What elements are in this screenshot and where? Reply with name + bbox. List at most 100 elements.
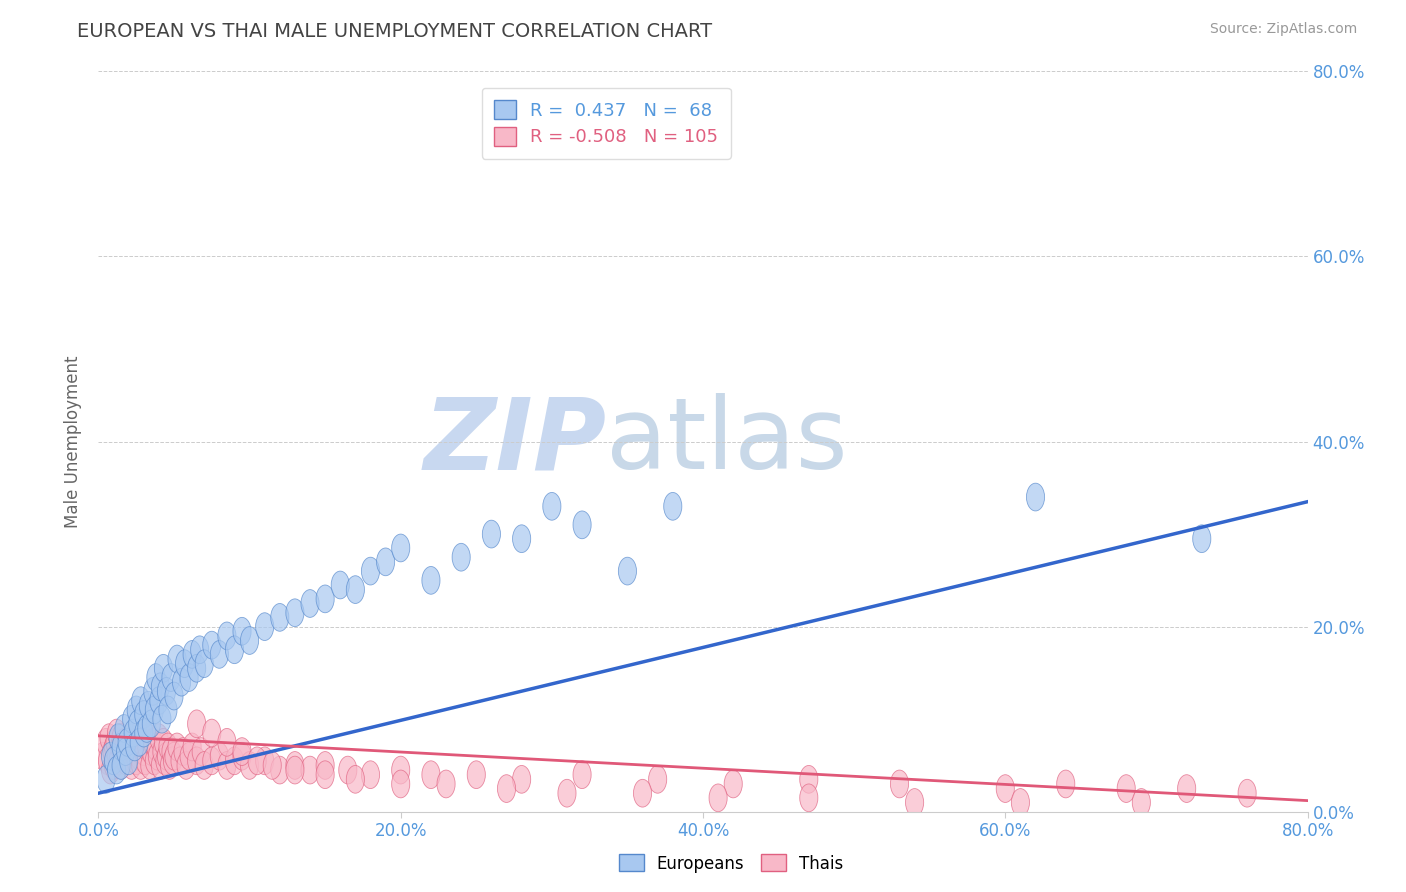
Ellipse shape — [125, 729, 143, 756]
Ellipse shape — [127, 696, 145, 723]
Ellipse shape — [152, 673, 170, 701]
Ellipse shape — [332, 571, 349, 599]
Ellipse shape — [233, 742, 252, 770]
Ellipse shape — [498, 774, 516, 803]
Ellipse shape — [118, 729, 136, 756]
Ellipse shape — [104, 747, 122, 774]
Ellipse shape — [167, 733, 186, 761]
Ellipse shape — [98, 747, 117, 774]
Ellipse shape — [271, 756, 288, 784]
Ellipse shape — [163, 747, 181, 774]
Ellipse shape — [195, 752, 214, 780]
Ellipse shape — [1026, 483, 1045, 511]
Ellipse shape — [619, 558, 637, 585]
Ellipse shape — [482, 520, 501, 548]
Ellipse shape — [174, 738, 193, 765]
Ellipse shape — [193, 738, 211, 765]
Legend: R =  0.437   N =  68, R = -0.508   N = 105: R = 0.437 N = 68, R = -0.508 N = 105 — [482, 87, 731, 159]
Ellipse shape — [104, 752, 122, 780]
Ellipse shape — [115, 714, 134, 742]
Ellipse shape — [890, 770, 908, 797]
Ellipse shape — [437, 770, 456, 797]
Ellipse shape — [240, 752, 259, 780]
Ellipse shape — [107, 756, 125, 784]
Ellipse shape — [256, 613, 274, 640]
Ellipse shape — [143, 678, 162, 706]
Ellipse shape — [162, 738, 180, 765]
Ellipse shape — [124, 738, 142, 765]
Ellipse shape — [101, 756, 120, 784]
Ellipse shape — [165, 742, 183, 770]
Text: ZIP: ZIP — [423, 393, 606, 490]
Ellipse shape — [218, 622, 236, 649]
Ellipse shape — [142, 710, 160, 738]
Ellipse shape — [285, 599, 304, 626]
Ellipse shape — [285, 756, 304, 784]
Ellipse shape — [339, 756, 357, 784]
Ellipse shape — [1239, 780, 1256, 807]
Ellipse shape — [135, 738, 153, 765]
Ellipse shape — [285, 752, 304, 780]
Ellipse shape — [361, 558, 380, 585]
Ellipse shape — [131, 742, 148, 770]
Ellipse shape — [346, 765, 364, 793]
Ellipse shape — [316, 761, 335, 789]
Ellipse shape — [558, 780, 576, 807]
Ellipse shape — [134, 729, 152, 756]
Legend: Europeans, Thais: Europeans, Thais — [612, 847, 851, 880]
Ellipse shape — [111, 733, 129, 761]
Ellipse shape — [574, 761, 591, 789]
Ellipse shape — [543, 492, 561, 520]
Ellipse shape — [1178, 774, 1195, 803]
Ellipse shape — [361, 761, 380, 789]
Ellipse shape — [271, 604, 288, 632]
Ellipse shape — [145, 747, 163, 774]
Ellipse shape — [94, 742, 112, 770]
Ellipse shape — [634, 780, 651, 807]
Ellipse shape — [157, 678, 176, 706]
Ellipse shape — [256, 747, 274, 774]
Ellipse shape — [392, 756, 409, 784]
Ellipse shape — [513, 765, 530, 793]
Text: atlas: atlas — [606, 393, 848, 490]
Ellipse shape — [162, 664, 180, 691]
Ellipse shape — [150, 723, 167, 752]
Ellipse shape — [110, 723, 127, 752]
Ellipse shape — [211, 742, 228, 770]
Ellipse shape — [233, 617, 252, 645]
Ellipse shape — [176, 649, 194, 678]
Ellipse shape — [153, 738, 172, 765]
Ellipse shape — [156, 747, 174, 774]
Ellipse shape — [346, 575, 364, 604]
Ellipse shape — [202, 632, 221, 659]
Ellipse shape — [148, 742, 166, 770]
Ellipse shape — [155, 655, 173, 682]
Ellipse shape — [800, 784, 818, 812]
Ellipse shape — [112, 752, 131, 780]
Ellipse shape — [120, 747, 138, 774]
Ellipse shape — [316, 585, 335, 613]
Ellipse shape — [110, 747, 127, 774]
Ellipse shape — [664, 492, 682, 520]
Ellipse shape — [121, 723, 139, 752]
Ellipse shape — [136, 747, 155, 774]
Ellipse shape — [202, 747, 221, 774]
Ellipse shape — [187, 747, 205, 774]
Ellipse shape — [138, 714, 156, 742]
Ellipse shape — [800, 765, 818, 793]
Ellipse shape — [218, 752, 236, 780]
Ellipse shape — [132, 752, 150, 780]
Ellipse shape — [392, 770, 409, 797]
Ellipse shape — [97, 765, 115, 793]
Ellipse shape — [997, 774, 1014, 803]
Ellipse shape — [263, 752, 281, 780]
Ellipse shape — [422, 761, 440, 789]
Ellipse shape — [905, 789, 924, 816]
Ellipse shape — [112, 752, 131, 780]
Ellipse shape — [129, 733, 146, 761]
Ellipse shape — [301, 590, 319, 617]
Ellipse shape — [1011, 789, 1029, 816]
Ellipse shape — [152, 752, 170, 780]
Ellipse shape — [122, 752, 141, 780]
Ellipse shape — [301, 756, 319, 784]
